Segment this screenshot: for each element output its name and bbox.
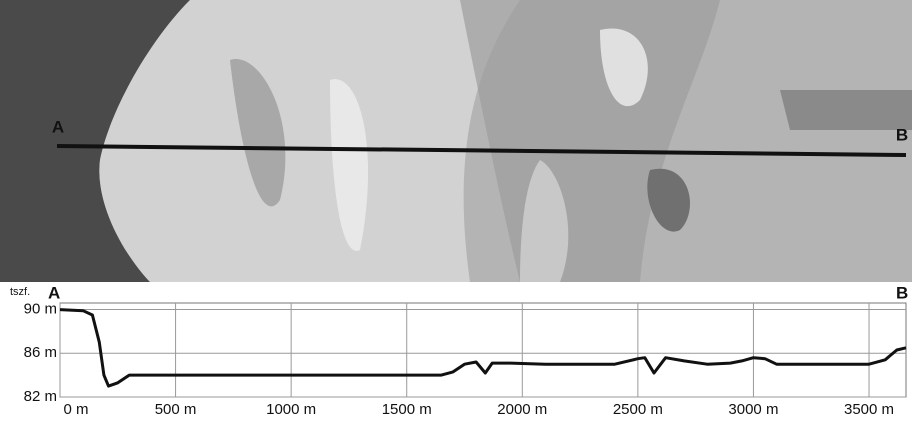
x-tick-label: 0 m [63, 401, 88, 418]
map-patch [780, 90, 912, 130]
x-tick-label: 3500 m [844, 401, 894, 418]
map-label-start: A [52, 117, 64, 136]
profile-line [59, 308, 907, 388]
map-label-end: B [896, 125, 908, 144]
x-tick-label: 3000 m [728, 401, 778, 418]
map-patch [600, 28, 648, 107]
map-dark-area [0, 0, 190, 282]
map-patch [330, 79, 369, 251]
profile-label-end: B [896, 283, 908, 302]
x-tick-label: 1000 m [266, 401, 316, 418]
x-tick-label: 2000 m [497, 401, 547, 418]
y-tick-label: 86 m [24, 344, 57, 361]
map-patch [520, 160, 569, 282]
map-light-area [99, 0, 520, 282]
profile-label-start: A [48, 283, 60, 302]
plot-area [59, 302, 907, 398]
section-line [56, 144, 907, 157]
x-tick-label: 500 m [155, 401, 197, 418]
map: A B [0, 0, 912, 282]
map-patch [230, 59, 286, 207]
y-tick-label: 90 m [24, 301, 57, 318]
map-patch [647, 168, 690, 232]
y-tick-label: 82 m [24, 388, 57, 405]
x-tick-label: 1500 m [382, 401, 432, 418]
x-tick-label: 2500 m [613, 401, 663, 418]
y-axis-label: tszf. [10, 286, 30, 298]
